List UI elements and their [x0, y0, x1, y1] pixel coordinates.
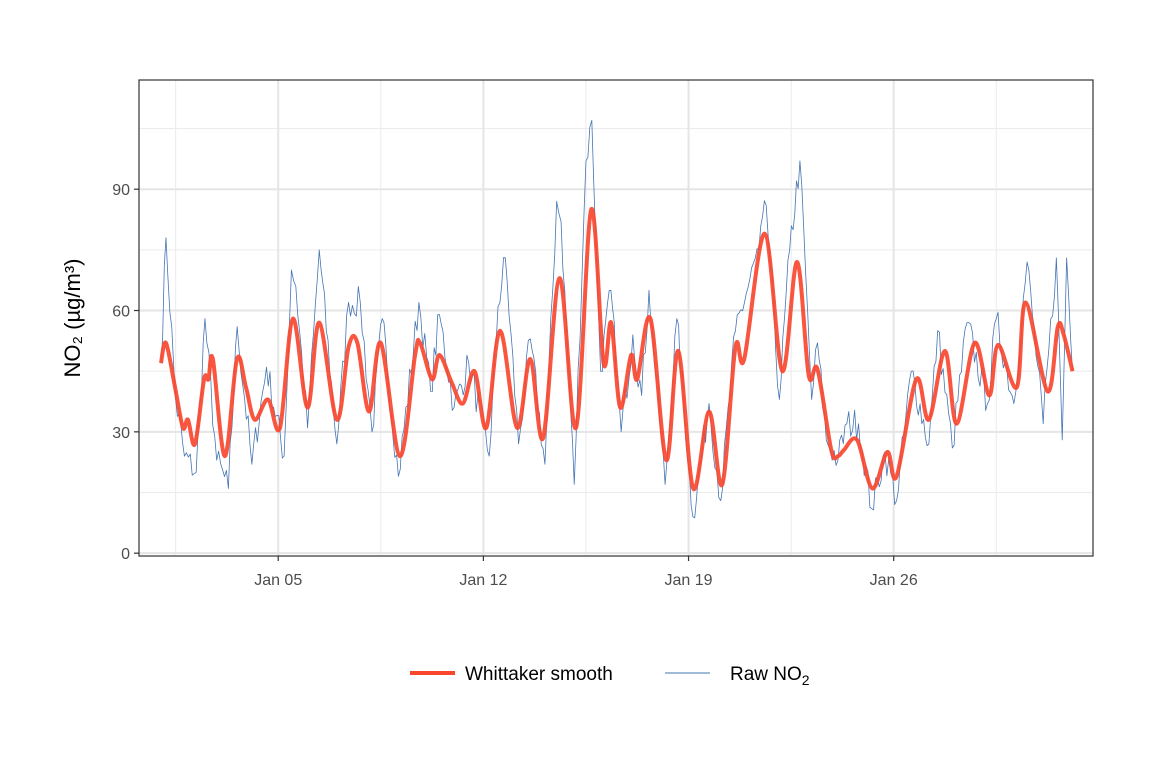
- legend-label-raw-subscript: 2: [802, 672, 810, 688]
- legend: Whittaker smooth Raw NO2: [410, 664, 810, 688]
- axes: 0 30 60 90 Jan 05 Jan 12 Jan 19 Jan 26: [112, 182, 918, 589]
- x-tick-label: Jan 05: [254, 572, 302, 589]
- gridlines: [139, 80, 1093, 556]
- panel-background: [139, 80, 1093, 556]
- x-tick-label: Jan 26: [870, 572, 918, 589]
- smooth-series: [159, 207, 1075, 491]
- y-tick-label: 60: [112, 304, 130, 321]
- y-tick-label: 30: [112, 425, 130, 442]
- y-axis-label: NO₂ (µg/m³): [60, 259, 85, 378]
- x-tick-label: Jan 12: [459, 572, 507, 589]
- panel-border: [138, 79, 1094, 557]
- legend-label-raw-main: Raw NO: [730, 664, 802, 685]
- whittaker-smooth-line: [159, 207, 1075, 491]
- y-tick-label: 0: [121, 546, 130, 563]
- legend-label-smooth: Whittaker smooth: [465, 664, 613, 685]
- y-tick-label: 90: [112, 182, 130, 199]
- legend-label-raw: Raw NO2: [730, 664, 810, 688]
- x-tick-label: Jan 19: [665, 572, 713, 589]
